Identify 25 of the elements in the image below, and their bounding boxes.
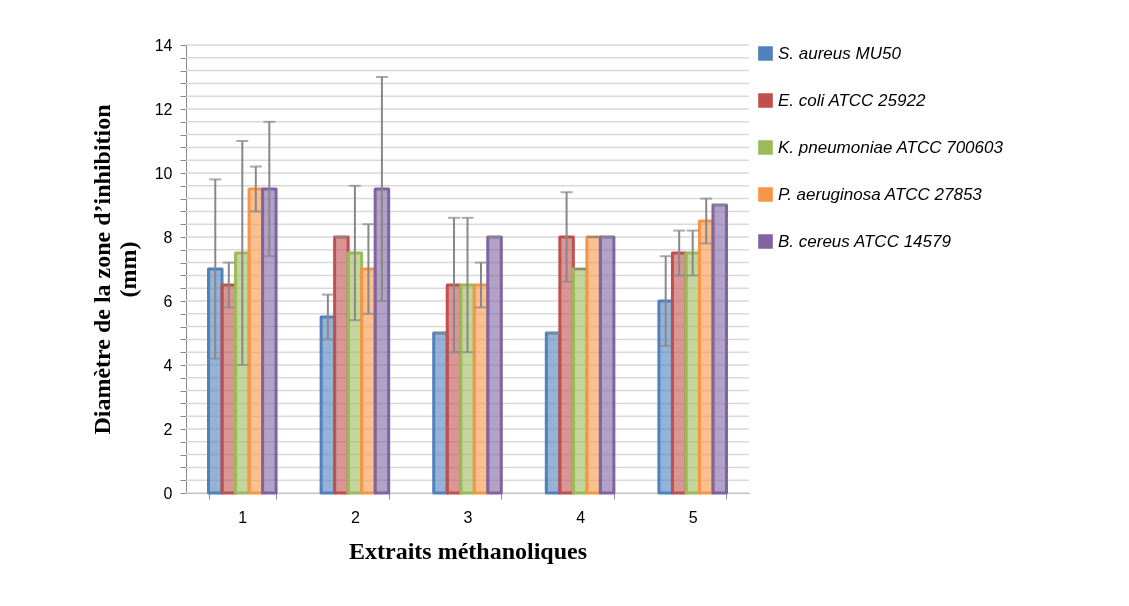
x-tick-label: 4 bbox=[576, 508, 586, 526]
legend-label: P. aeruginosa ATCC 27853 bbox=[778, 184, 983, 204]
bar bbox=[486, 235, 503, 495]
legend-label: E. coli ATCC 25922 bbox=[778, 90, 926, 110]
x-tick-label: 1 bbox=[238, 508, 248, 526]
bar bbox=[711, 203, 728, 495]
y-tick-label: 0 bbox=[163, 484, 173, 502]
legend-label: S. aureus MU50 bbox=[778, 43, 902, 63]
bar bbox=[598, 235, 616, 495]
y-tick-label: 2 bbox=[163, 420, 173, 438]
y-tick-label: 14 bbox=[154, 36, 173, 54]
y-tick-label: 8 bbox=[163, 228, 173, 246]
x-tick-label: 5 bbox=[688, 508, 698, 526]
y-tick-label: 6 bbox=[163, 292, 173, 310]
legend-label: B. cereus ATCC 14579 bbox=[778, 231, 952, 251]
y-axis-title: Diamètre de la zone d’inhibition (mm) bbox=[88, 104, 141, 435]
x-tick-label: 3 bbox=[463, 508, 473, 526]
bar bbox=[261, 187, 278, 495]
y-tick-label: 4 bbox=[163, 356, 173, 374]
x-axis-title: Extraits méthanoliques bbox=[348, 537, 588, 564]
bar bbox=[373, 187, 391, 495]
legend-label: K. pneumoniae ATCC 700603 bbox=[778, 137, 1004, 157]
y-tick-label: 10 bbox=[154, 164, 173, 182]
x-tick-label: 2 bbox=[350, 508, 360, 526]
y-tick-label: 12 bbox=[154, 100, 173, 118]
